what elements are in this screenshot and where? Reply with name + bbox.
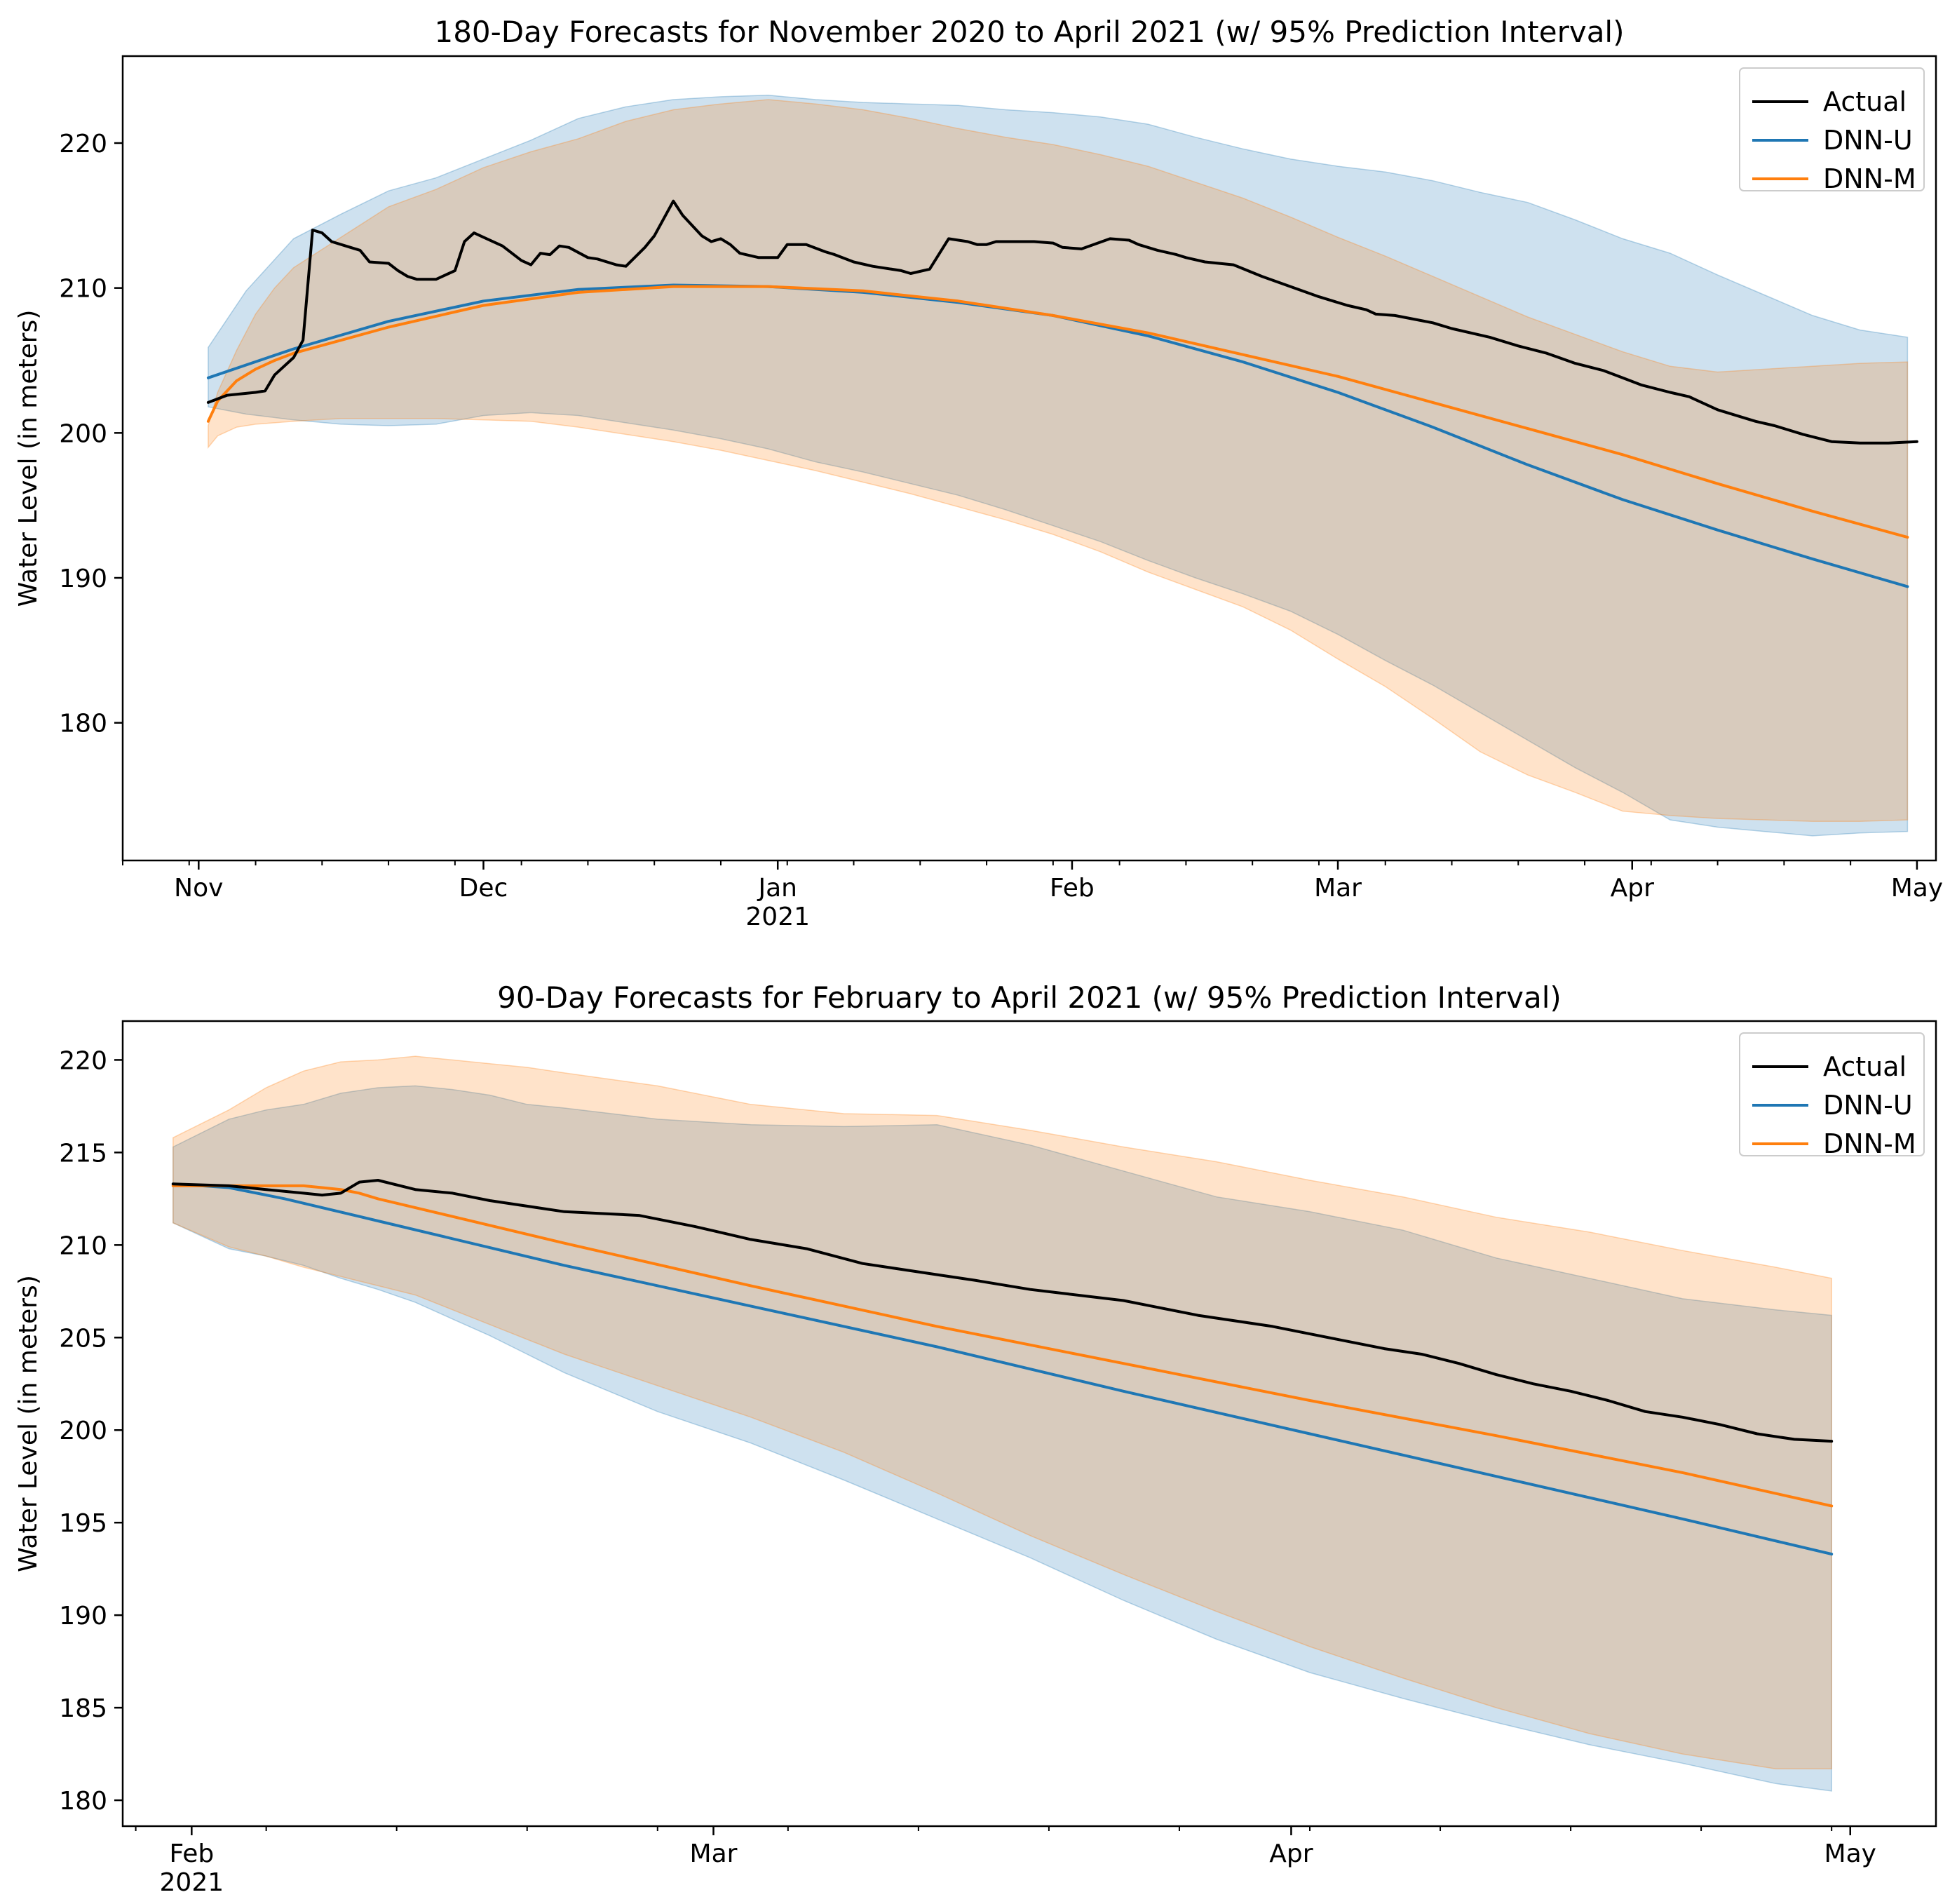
- y-tick-label: 210: [59, 275, 107, 304]
- legend-label-dnn-u: DNN-U: [1823, 1090, 1913, 1121]
- plot-frame: [121, 55, 1937, 862]
- y-tick-label: 215: [59, 1139, 107, 1168]
- plot-area: [171, 1055, 1834, 1792]
- prediction-band-dnn-u: [172, 1085, 1832, 1792]
- chart-90-day: 90-Day Forecasts for February to April 2…: [14, 980, 1937, 1897]
- prediction-band-dnn-u: [208, 95, 1909, 837]
- chart-title: 180-Day Forecasts for November 2020 to A…: [434, 15, 1624, 49]
- y-tick-label: 185: [59, 1694, 107, 1723]
- y-tick-label: 200: [59, 1417, 107, 1445]
- legend-label-dnn-u: DNN-U: [1823, 125, 1913, 156]
- y-tick-label: 210: [59, 1231, 107, 1260]
- x-tick-label: Feb: [1050, 874, 1095, 903]
- y-tick-label: 220: [59, 1046, 107, 1075]
- x-tick-label: Dec: [459, 874, 508, 903]
- plot-frame: [121, 1020, 1937, 1828]
- x-tick-sublabel: 2021: [745, 903, 810, 931]
- prediction-band-dnn-m: [208, 99, 1909, 822]
- x-tick-label: May: [1824, 1839, 1876, 1868]
- y-tick-label: 190: [59, 1602, 107, 1630]
- x-tick-label: Mar: [1314, 874, 1362, 903]
- y-tick-label: 180: [59, 1787, 107, 1816]
- y-tick-label: 190: [59, 565, 107, 593]
- x-tick-label: May: [1891, 874, 1943, 903]
- series-line-dnn-m: [171, 1184, 1834, 1508]
- x-tick-label: Nov: [174, 874, 223, 903]
- legend: Actual DNN-U DNN-M: [1739, 67, 1925, 194]
- x-tick-label: Feb: [169, 1839, 214, 1868]
- series-line-dnn-m: [206, 285, 1909, 539]
- legend: Actual DNN-U DNN-M: [1739, 1032, 1925, 1159]
- legend-label-dnn-m: DNN-M: [1823, 1128, 1916, 1159]
- series-line-actual: [171, 1179, 1834, 1443]
- prediction-band-dnn-m: [172, 1055, 1832, 1769]
- x-tick-label: Apr: [1611, 874, 1654, 903]
- y-axis-label: Water Level (in meters): [14, 310, 43, 607]
- legend-label-dnn-m: DNN-M: [1823, 163, 1916, 194]
- series-line-actual: [206, 199, 1918, 445]
- y-tick-label: 180: [59, 710, 107, 738]
- y-tick-label: 195: [59, 1509, 107, 1538]
- chart-180-day: 180-Day Forecasts for November 2020 to A…: [14, 15, 1943, 931]
- x-tick-sublabel: 2021: [160, 1868, 224, 1897]
- legend-box: [1739, 1032, 1925, 1156]
- legend-label-actual: Actual: [1823, 86, 1907, 117]
- legend-label-actual: Actual: [1823, 1051, 1907, 1082]
- y-axis-label: Water Level (in meters): [14, 1275, 43, 1572]
- y-tick-label: 220: [59, 130, 107, 158]
- x-tick-label: Apr: [1269, 1839, 1313, 1868]
- y-tick-label: 205: [59, 1324, 107, 1353]
- series-line-dnn-u: [171, 1182, 1834, 1556]
- chart-title: 90-Day Forecasts for February to April 2…: [497, 980, 1562, 1015]
- y-tick-label: 200: [59, 419, 107, 448]
- x-tick-label: Mar: [690, 1839, 738, 1868]
- x-tick-label: Jan: [757, 874, 797, 903]
- legend-box: [1739, 67, 1925, 191]
- plot-area: [206, 95, 1918, 837]
